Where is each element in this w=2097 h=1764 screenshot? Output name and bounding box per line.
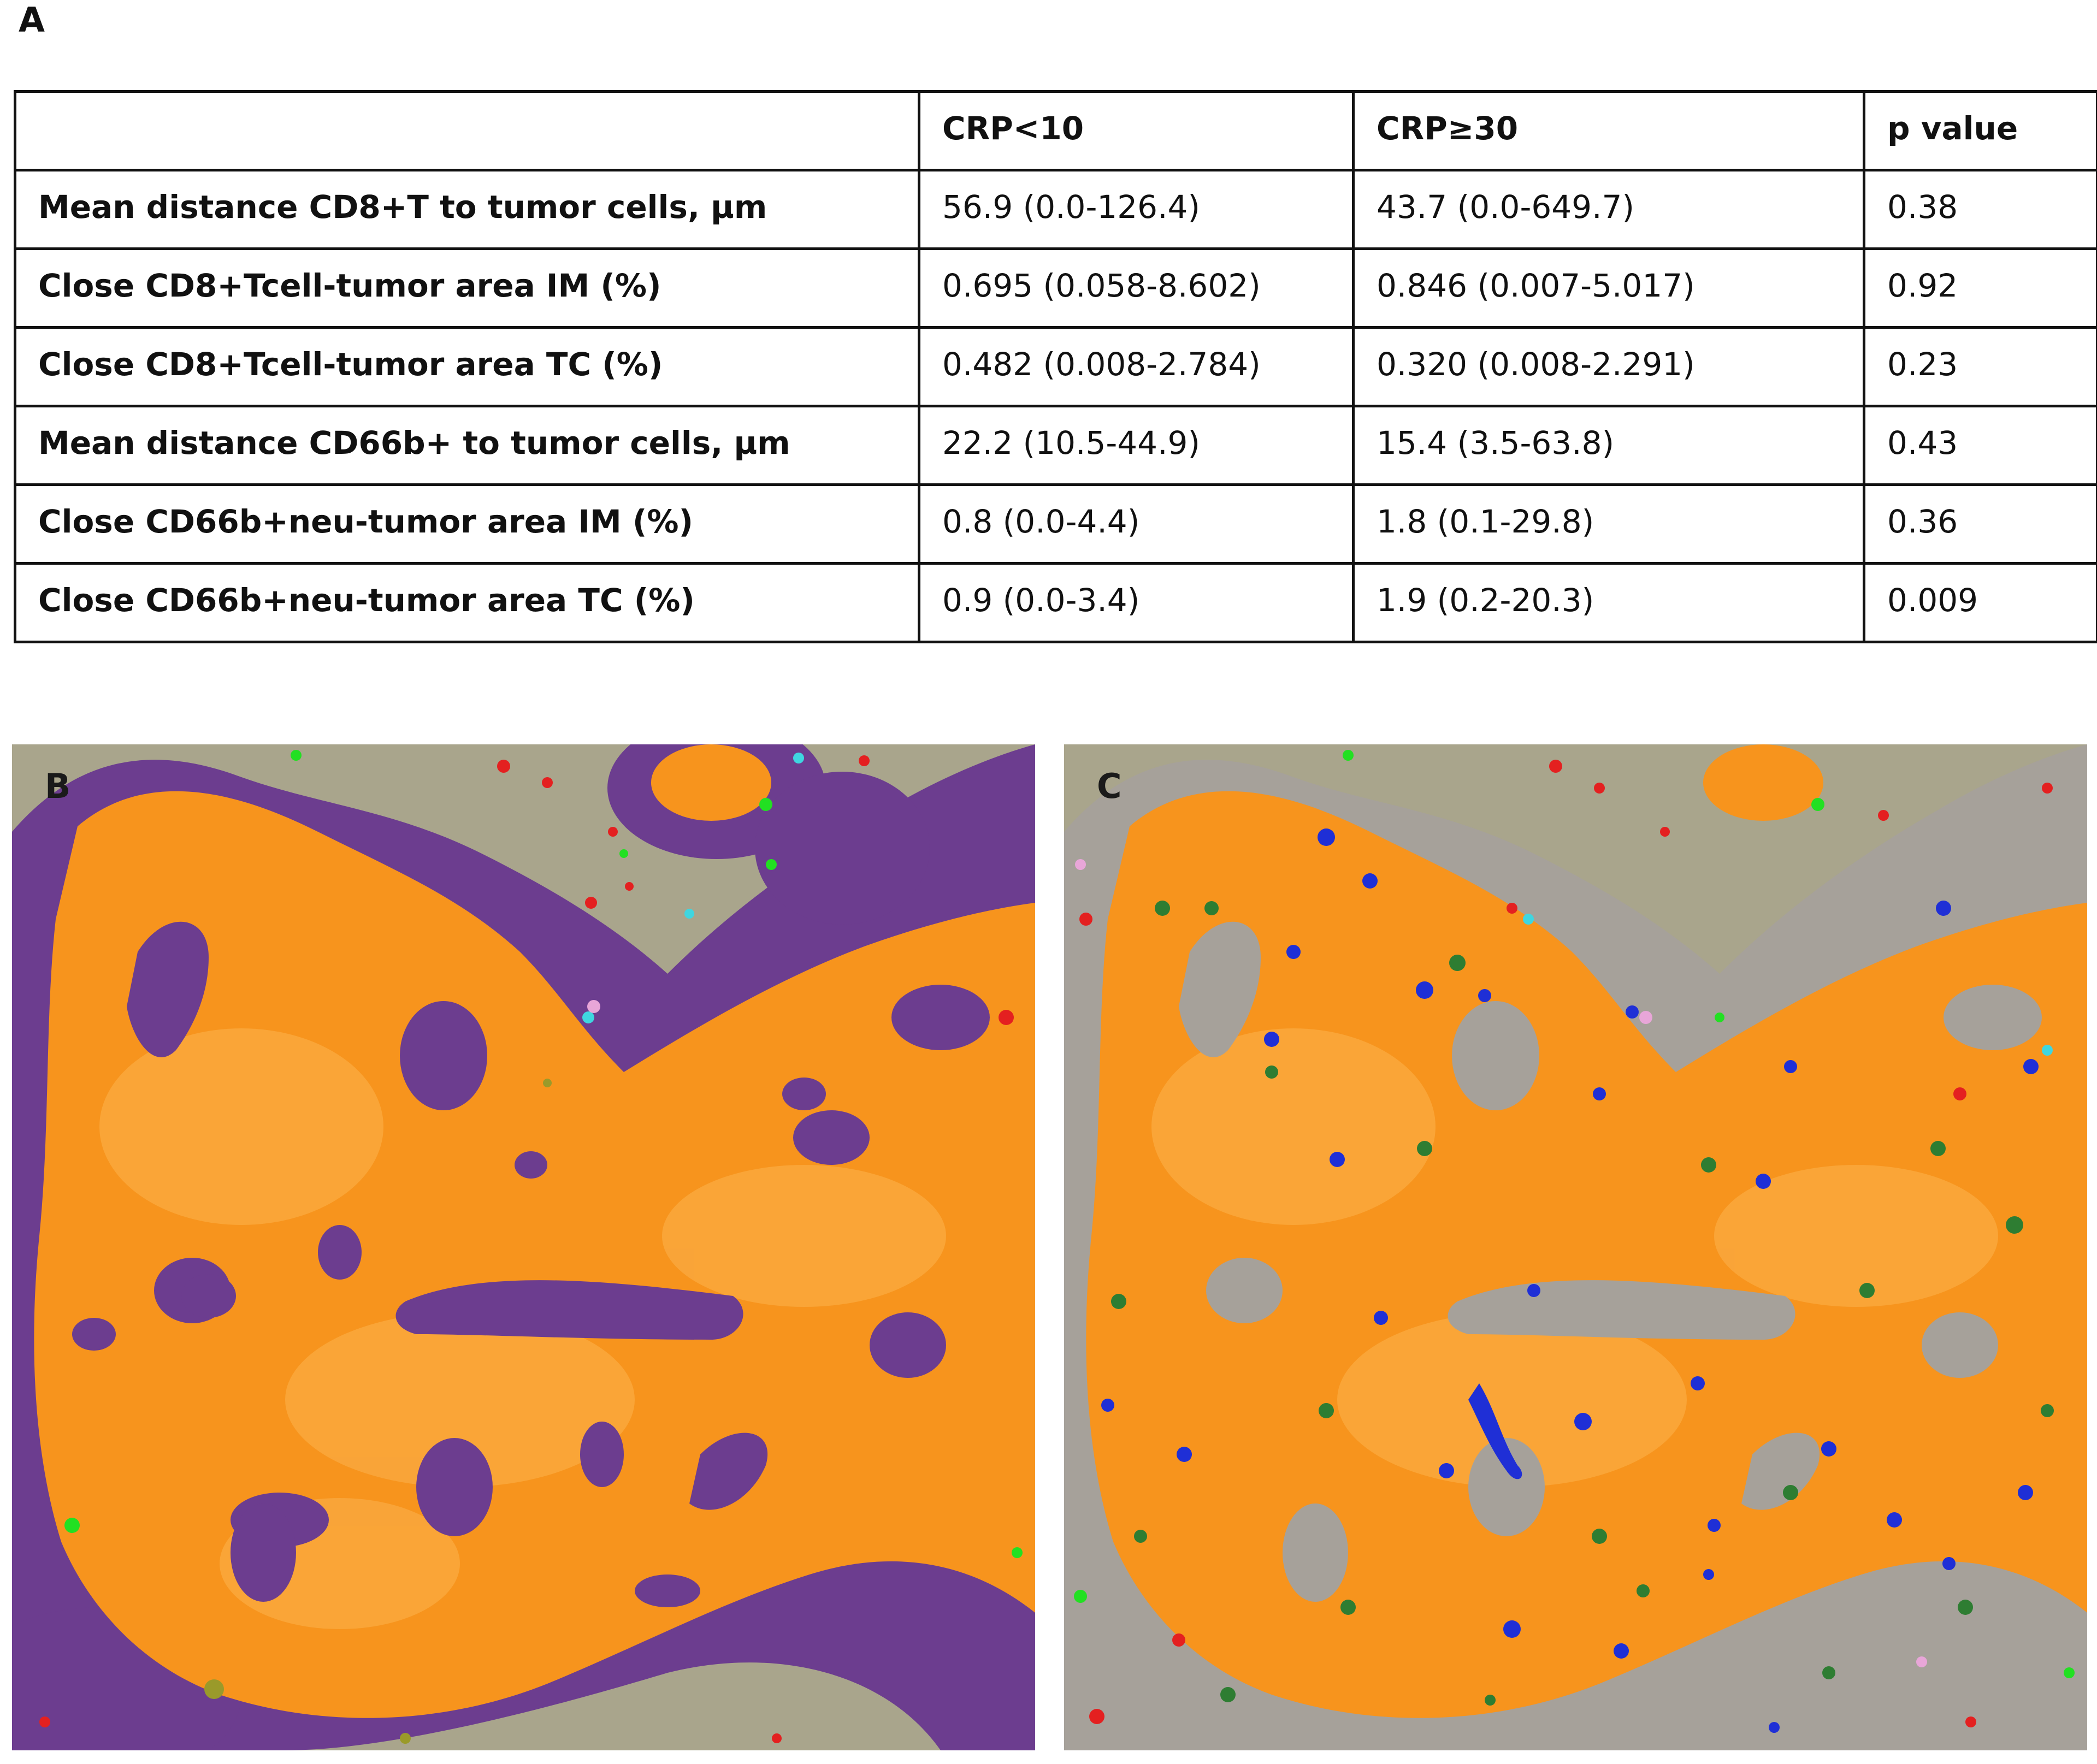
header-crp-high: CRP≥30: [1352, 90, 1865, 171]
header-empty: [14, 90, 920, 171]
tumor-light-zones: [1151, 1028, 1998, 1487]
cell-crp-low: 0.8 (0.0-4.4): [918, 483, 1355, 565]
row-label: Close CD8+Tcell-tumor area TC (%): [14, 326, 920, 407]
table-header-row: CRP<10 CRP≥30 p value: [14, 90, 2097, 171]
panel-b-tissue-image: B: [12, 744, 1035, 1750]
cd8-cell-markers: [1101, 828, 2039, 1733]
cell-crp-low: 56.9 (0.0-126.4): [918, 169, 1355, 250]
red-cell-markers: [1079, 760, 2053, 1727]
table-row: Mean distance CD8+T to tumor cells, µm 5…: [14, 169, 2097, 250]
table-row: Close CD8+Tcell-tumor area TC (%) 0.482 …: [14, 326, 2097, 407]
cyan-cell-markers: [1523, 914, 2053, 1056]
row-label: Mean distance CD66b+ to tumor cells, µm: [14, 405, 920, 486]
cell-crp-high: 43.7 (0.0-649.7): [1352, 169, 1865, 250]
cell-p-value: 0.92: [1863, 247, 2097, 329]
green-cell-markers: [1074, 750, 2075, 1678]
statistics-table: CRP<10 CRP≥30 p value Mean distance CD8+…: [14, 90, 2097, 643]
panel-b-segmentation-map: [12, 744, 1035, 1750]
green-cell-markers: [64, 750, 1023, 1558]
cell-crp-low: 0.9 (0.0-3.4): [918, 562, 1355, 643]
header-p-value: p value: [1863, 90, 2097, 171]
tumor-light-zones: [99, 1028, 946, 1629]
tumor-regions: [34, 744, 1035, 1718]
cell-crp-high: 0.320 (0.008-2.291): [1352, 326, 1865, 407]
table-row: Close CD66b+neu-tumor area TC (%) 0.9 (0…: [14, 562, 2097, 643]
panel-b-label: B: [45, 766, 71, 806]
cell-crp-high: 1.8 (0.1-29.8): [1352, 483, 1865, 565]
row-label: Close CD66b+neu-tumor area IM (%): [14, 483, 920, 565]
cell-crp-low: 0.482 (0.008-2.784): [918, 326, 1355, 407]
olive-cell-markers: [204, 1079, 552, 1744]
cell-crp-low: 0.695 (0.058-8.602): [918, 247, 1355, 329]
table-row: Close CD66b+neu-tumor area IM (%) 0.8 (0…: [14, 483, 2097, 565]
header-crp-low: CRP<10: [918, 90, 1355, 171]
row-label: Close CD66b+neu-tumor area TC (%): [14, 562, 920, 643]
cell-p-value: 0.38: [1863, 169, 2097, 250]
cyan-cell-markers: [582, 753, 804, 1023]
cell-p-value: 0.43: [1863, 405, 2097, 486]
cell-crp-low: 22.2 (10.5-44.9): [918, 405, 1355, 486]
cell-crp-high: 15.4 (3.5-63.8): [1352, 405, 1865, 486]
panel-a-label: A: [19, 0, 45, 40]
panel-c-tissue-image: C: [1064, 744, 2087, 1750]
cell-crp-high: 1.9 (0.2-20.3): [1352, 562, 1865, 643]
row-label: Close CD8+Tcell-tumor area IM (%): [14, 247, 920, 329]
cell-p-value: 0.36: [1863, 483, 2097, 565]
cell-p-value: 0.23: [1863, 326, 2097, 407]
red-cell-markers: [39, 755, 1014, 1743]
cell-crp-high: 0.846 (0.007-5.017): [1352, 247, 1865, 329]
pink-cell-markers: [587, 1000, 600, 1013]
panel-c-label: C: [1097, 766, 1122, 806]
cell-p-value: 0.009: [1863, 562, 2097, 643]
tumor-regions: [1086, 744, 2087, 1718]
row-label: Mean distance CD8+T to tumor cells, µm: [14, 169, 920, 250]
panel-c-segmentation-map: [1064, 744, 2087, 1750]
pink-cell-markers: [1075, 859, 1927, 1667]
cd66b-cell-markers: [1111, 901, 2054, 1706]
invasive-margin-islands: [72, 921, 990, 1607]
table-row: Close CD8+Tcell-tumor area IM (%) 0.695 …: [14, 247, 2097, 329]
table-row: Mean distance CD66b+ to tumor cells, µm …: [14, 405, 2097, 486]
